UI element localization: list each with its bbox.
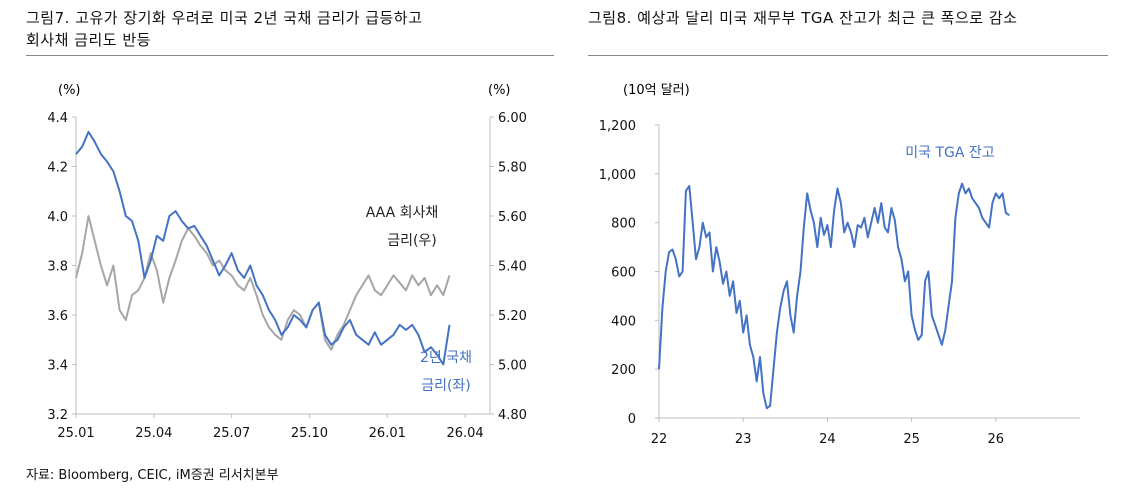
left-y-tick-label: 4.2 [47, 161, 68, 176]
tga-x-tick-label: 25 [903, 432, 920, 447]
x-tick-label: 26.01 [369, 426, 406, 441]
legend-aaa-corporate-line1: AAA 회사채 [366, 205, 439, 221]
right-y-tick-label: 4.80 [498, 408, 527, 423]
x-tick-label: 26.04 [446, 426, 483, 441]
tga-y-tick-label: 800 [611, 217, 636, 232]
right-plot: 0 200 400 600 800 1,000 1,200 22 23 24 25 26 [599, 119, 1080, 447]
tga-y-tick-label: 600 [611, 266, 636, 281]
x-tick-label: 25.01 [57, 426, 94, 441]
right-y-tick-label: 5.80 [498, 161, 527, 176]
tga-x-tick-label: 23 [735, 432, 752, 447]
left-y-tick-label: 4.4 [47, 111, 68, 126]
right-y-tick-label: 5.00 [498, 359, 527, 374]
left-axis-unit: (%) [58, 83, 81, 98]
left-y-tick-label: 3.6 [47, 309, 68, 324]
right-chart: (10억 달러) 0 200 400 600 800 1,000 1,200 22 23 24 25… [599, 83, 1080, 447]
tga-y-tick-label: 1,000 [599, 168, 636, 183]
right-axis-unit: (%) [488, 83, 511, 98]
legend-2y-treasury-line2: 금리(좌) [421, 378, 471, 394]
legend-aaa-corporate-line2: 금리(우) [387, 233, 437, 249]
left-y-tick-label: 3.2 [47, 408, 68, 423]
source-note: 자료: Bloomberg, CEIC, iM증권 리서치본부 [26, 468, 279, 483]
tga-y-tick-label: 400 [611, 314, 636, 329]
left-panel-title-line2: 회사채 금리도 반등 [26, 31, 151, 49]
right-panel-title: 그림8. 예상과 달리 미국 재무부 TGA 잔고가 최근 큰 폭으로 감소 [588, 7, 1017, 29]
tga-x-tick-label: 22 [651, 432, 668, 447]
right-y-tick-label: 5.40 [498, 260, 527, 275]
x-tick-label: 25.04 [135, 426, 172, 441]
tga-x-tick-label: 24 [819, 432, 836, 447]
legend-tga-balance: 미국 TGA 잔고 [905, 145, 995, 161]
left-panel-title-line1: 그림7. 고유가 장기화 우려로 미국 2년 국채 금리가 급등하고 [26, 9, 423, 27]
tga-y-tick-label: 0 [628, 412, 636, 427]
tga-x-tick-label: 26 [988, 432, 1005, 447]
right-y-tick-label: 6.00 [498, 111, 527, 126]
left-chart: (%) (%) 3.2 3.4 3.6 3.8 4.0 4.2 4.4 4.80 5.00 5.2… [47, 83, 527, 441]
x-tick-label: 25.07 [213, 426, 250, 441]
left-title-rule [26, 55, 554, 56]
tga-y-tick-label: 1,200 [599, 119, 636, 134]
series-2y-treasury-line [75, 130, 451, 366]
tga-y-tick-label: 200 [611, 363, 636, 378]
left-y-tick-label: 3.4 [47, 359, 68, 374]
right-panel-title-line1: 그림8. 예상과 달리 미국 재무부 TGA 잔고가 최근 큰 폭으로 감소 [588, 9, 1018, 27]
tga-axis-unit: (10억 달러) [623, 83, 690, 98]
legend-2y-treasury-line1: 2년 국채 [420, 350, 472, 366]
right-title-rule [588, 55, 1108, 56]
left-y-tick-label: 4.0 [47, 210, 68, 225]
right-y-tick-label: 5.20 [498, 309, 527, 324]
right-y-tick-label: 5.60 [498, 210, 527, 225]
left-y-tick-label: 3.8 [47, 260, 68, 275]
series-aaa-corporate-line [75, 215, 451, 351]
series-tga-balance-line [658, 182, 1010, 410]
left-plot: 3.2 3.4 3.6 3.8 4.0 4.2 4.4 4.80 5.00 5.20 5.40 5.6… [47, 111, 527, 441]
left-panel-title: 그림7. 고유가 장기화 우려로 미국 2년 국채 금리가 급등하고 회사채 금… [26, 7, 422, 51]
x-tick-label: 25.10 [291, 426, 328, 441]
